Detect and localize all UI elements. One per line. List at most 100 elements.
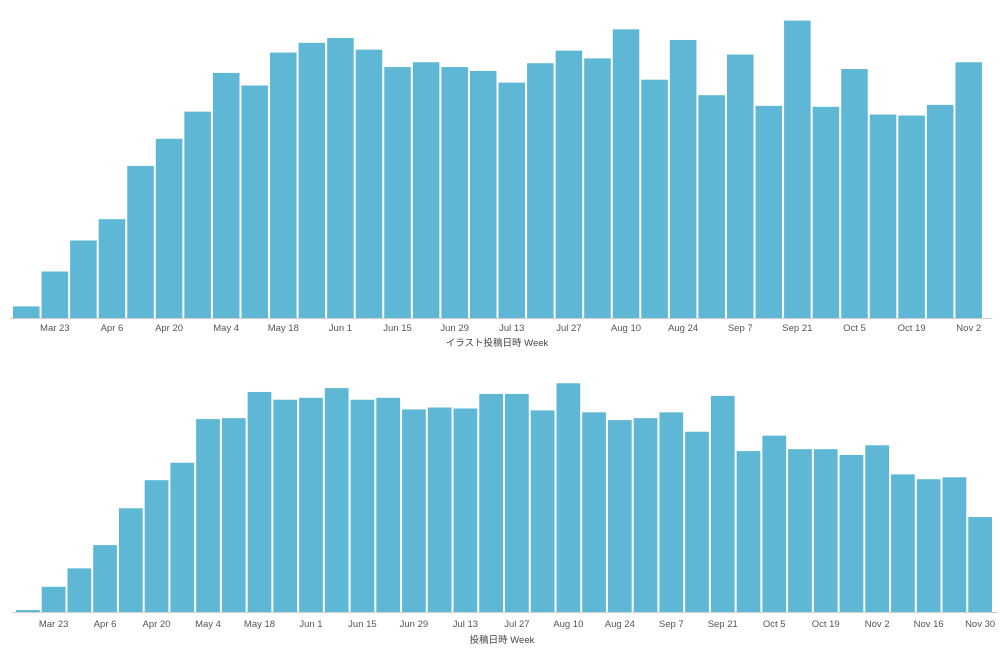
x-tick-label: Mar 23 [40, 323, 70, 334]
x-tick-label: Jul 27 [556, 323, 581, 334]
bar-bottom-5 [144, 480, 169, 612]
top-bar-chart: Mar 23 Apr 6 Apr 20 May 4 May 18 Jun 1 Jun 15 J… [10, 20, 992, 334]
x-tick-label: Aug 24 [668, 323, 698, 334]
bar-top-23 [669, 39, 697, 318]
x-tick-label: May 18 [268, 323, 299, 334]
bar-bottom-6 [170, 462, 195, 612]
bar-bottom-20 [530, 410, 555, 612]
bar-top-19 [555, 50, 583, 319]
bar-bottom-13 [350, 399, 375, 612]
x-tick-label: Sep 7 [659, 619, 684, 630]
bar-bottom-14 [376, 397, 401, 612]
x-tick-label: Sep 21 [708, 619, 738, 630]
x-tick-label: Jul 13 [499, 323, 524, 334]
bar-top-32 [926, 104, 954, 319]
bar-top-30 [869, 114, 897, 318]
bar-top-16 [469, 70, 497, 318]
x-tick-label: May 18 [244, 619, 275, 630]
bar-bottom-27 [710, 395, 735, 612]
bar-bottom-8 [221, 418, 246, 612]
x-tick-label: Oct 5 [843, 323, 866, 334]
top-x-axis-label: イラスト投稿日時 Week [446, 337, 549, 349]
bar-top-24 [698, 95, 725, 318]
bar-top-10 [298, 42, 326, 319]
bar-top-25 [726, 54, 754, 318]
x-tick-label: Apr 20 [143, 619, 171, 630]
bar-bottom-32 [839, 454, 864, 612]
x-tick-label: Jul 27 [504, 619, 529, 630]
bar-bottom-9 [247, 391, 272, 612]
bar-bottom-37 [968, 517, 992, 612]
x-tick-label: Apr 20 [155, 323, 183, 334]
bar-top-17 [498, 82, 526, 318]
bar-bottom-30 [788, 449, 812, 612]
x-tick-label: Sep 21 [782, 323, 812, 334]
x-tick-label: Jul 13 [453, 619, 478, 630]
bar-top-6 [184, 111, 211, 318]
bar-top-22 [641, 79, 668, 318]
bar-bottom-10 [273, 399, 298, 612]
x-tick-label: May 4 [213, 323, 239, 334]
bar-top-27 [784, 20, 811, 319]
x-tick-label: Nov 30 [965, 619, 995, 630]
bar-top-13 [384, 67, 411, 318]
bar-bottom-0 [16, 610, 40, 612]
bar-top-33 [955, 62, 982, 318]
bar-bottom-17 [453, 408, 478, 612]
bar-bottom-16 [427, 407, 452, 612]
bar-top-12 [355, 49, 383, 318]
bar-bottom-12 [324, 388, 349, 612]
bar-top-15 [441, 67, 468, 318]
bar-bottom-28 [736, 451, 761, 612]
bar-top-26 [755, 105, 783, 318]
bar-bottom-1 [41, 586, 66, 612]
bar-bottom-19 [505, 393, 529, 612]
x-tick-label: May 4 [195, 619, 221, 630]
x-tick-label: Jun 15 [383, 323, 412, 334]
bar-top-28 [812, 106, 840, 318]
bar-bottom-31 [813, 449, 838, 612]
x-tick-label: Jun 1 [329, 323, 352, 334]
bar-bottom-26 [685, 431, 709, 612]
bar-top-3 [98, 219, 126, 318]
bar-top-9 [270, 52, 297, 319]
x-tick-label: Apr 6 [101, 323, 124, 334]
x-tick-label: Aug 10 [553, 619, 583, 630]
bar-top-7 [212, 72, 240, 318]
bar-top-0 [13, 306, 40, 319]
x-tick-label: Apr 6 [94, 619, 117, 630]
x-tick-label: Oct 5 [763, 619, 786, 630]
x-tick-label: Jun 1 [299, 619, 322, 630]
bar-bottom-36 [942, 477, 967, 612]
x-tick-label: Mar 23 [39, 619, 69, 630]
bottom-x-axis-label: 投稿日時 Week [470, 634, 535, 646]
bar-bottom-22 [582, 412, 606, 612]
bar-bottom-21 [556, 383, 581, 612]
bar-bottom-29 [762, 435, 787, 612]
bar-bottom-3 [93, 545, 117, 612]
bar-top-11 [327, 38, 354, 318]
bar-top-8 [241, 85, 269, 318]
bar-bottom-23 [607, 420, 632, 612]
bar-bottom-24 [633, 418, 658, 612]
x-tick-label: Nov 2 [956, 323, 981, 334]
x-tick-label: Jun 29 [400, 619, 429, 630]
bottom-bar-chart: Mar 23 Apr 6 Apr 20 May 4 May 18 Jun 1 Jun 15 J… [12, 383, 998, 630]
bar-bottom-18 [479, 393, 503, 612]
bar-bottom-2 [67, 568, 92, 612]
bar-bottom-25 [659, 412, 684, 612]
x-tick-label: Sep 7 [728, 323, 753, 334]
x-tick-label: Jun 29 [440, 323, 469, 334]
bar-top-14 [412, 62, 440, 318]
bar-top-18 [527, 63, 554, 318]
bar-bottom-15 [402, 409, 426, 612]
bar-bottom-11 [299, 397, 323, 612]
x-tick-label: Jun 15 [348, 619, 377, 630]
bar-top-4 [127, 165, 154, 318]
bar-bottom-35 [916, 479, 941, 612]
x-tick-label: Nov 2 [865, 619, 890, 630]
bar-top-21 [612, 29, 640, 319]
bar-top-2 [70, 240, 97, 318]
x-tick-label: Oct 19 [812, 619, 840, 630]
